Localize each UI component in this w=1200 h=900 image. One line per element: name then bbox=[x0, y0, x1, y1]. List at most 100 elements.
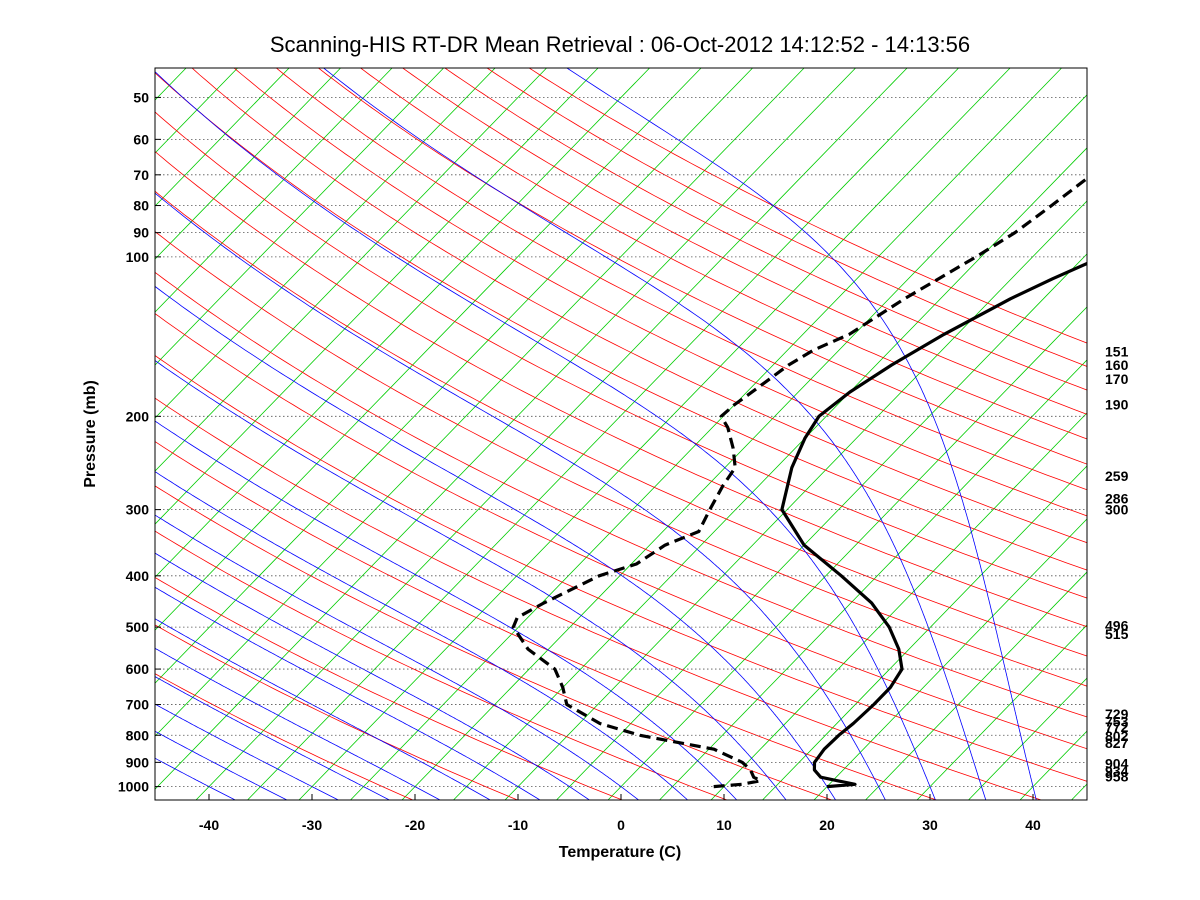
isotherm-line bbox=[710, 412, 1087, 800]
dry-adiabat-line bbox=[155, 624, 518, 800]
right-level-label: 827 bbox=[1105, 735, 1129, 751]
x-tick-label: -30 bbox=[302, 817, 322, 833]
dewpoint-profile-line bbox=[511, 176, 1087, 789]
y-tick-label: 80 bbox=[133, 198, 149, 214]
dry-adiabat-line bbox=[155, 485, 832, 800]
y-tick-label: 100 bbox=[126, 249, 150, 265]
y-tick-label: 70 bbox=[133, 167, 149, 183]
x-tick-label: -10 bbox=[508, 817, 528, 833]
moist-adiabat-line bbox=[155, 192, 886, 800]
right-level-label: 170 bbox=[1105, 371, 1129, 387]
isotherm-line bbox=[298, 68, 1011, 800]
isotherm-line bbox=[762, 465, 1087, 800]
dry-adiabat-line bbox=[155, 441, 937, 800]
dry-adiabat-line bbox=[528, 68, 1087, 344]
isotherm-line bbox=[155, 68, 805, 737]
isotherm-line bbox=[155, 68, 753, 684]
dry-adiabat-line bbox=[155, 355, 1087, 782]
moist-adiabat-line bbox=[155, 618, 491, 800]
moist-adiabat-line bbox=[155, 71, 936, 800]
plot-area bbox=[155, 68, 1087, 800]
dry-adiabat-line bbox=[276, 68, 1087, 491]
isotherm-line bbox=[813, 518, 1087, 800]
moist-adiabat-line bbox=[155, 514, 639, 800]
y-tick-label: 600 bbox=[126, 661, 150, 677]
y-tick-label: 900 bbox=[126, 754, 150, 770]
isotherm-line bbox=[155, 68, 599, 525]
isotherm-line bbox=[155, 68, 496, 419]
right-level-label: 958 bbox=[1105, 769, 1129, 785]
moist-adiabat-line bbox=[155, 552, 590, 800]
moist-adiabat-line bbox=[155, 285, 836, 800]
isotherm-line bbox=[865, 571, 1087, 800]
dry-adiabat-line bbox=[402, 68, 1087, 415]
x-tick-label: -20 bbox=[405, 817, 425, 833]
isotherm-line bbox=[401, 94, 1087, 800]
y-tick-label: 800 bbox=[126, 727, 150, 743]
y-tick-label: 1000 bbox=[118, 779, 149, 795]
pressure-gridlines bbox=[155, 97, 1087, 787]
moist-adiabat-line bbox=[155, 730, 288, 800]
dry-adiabat-line bbox=[155, 271, 1087, 718]
temperature-profile-line bbox=[780, 261, 1087, 789]
isotherm-line bbox=[659, 359, 1087, 800]
right-level-label: 934 bbox=[1105, 763, 1129, 779]
y-tick-label: 400 bbox=[126, 568, 150, 584]
isotherm-line bbox=[155, 68, 341, 260]
right-level-label: 259 bbox=[1105, 468, 1129, 484]
y-tick-label: 700 bbox=[126, 697, 150, 713]
right-level-label: 496 bbox=[1105, 617, 1129, 633]
x-tick-label: 0 bbox=[617, 817, 625, 833]
profile-series bbox=[511, 176, 1087, 789]
dry-adiabat-line bbox=[155, 673, 413, 800]
background-lines bbox=[155, 68, 1087, 800]
chart-title: Scanning-HIS RT-DR Mean Retrieval : 06-O… bbox=[270, 32, 970, 57]
right-level-label: 300 bbox=[1105, 502, 1129, 518]
x-tick-label: 30 bbox=[922, 817, 938, 833]
isotherm-line bbox=[350, 68, 1062, 800]
isotherm-line bbox=[155, 68, 393, 313]
right-level-label: 160 bbox=[1105, 357, 1129, 373]
dry-adiabat-line bbox=[155, 576, 623, 800]
right-level-label: 729 bbox=[1105, 706, 1129, 722]
right-level-label: 151 bbox=[1105, 344, 1129, 360]
right-level-label: 802 bbox=[1105, 728, 1129, 744]
right-level-label: 515 bbox=[1105, 626, 1129, 642]
isotherm-line bbox=[247, 68, 959, 800]
moist-adiabat-line bbox=[155, 676, 390, 800]
dry-adiabat-line bbox=[360, 68, 1087, 440]
moist-adiabat-line bbox=[155, 703, 339, 800]
dry-adiabat-line bbox=[155, 72, 1087, 571]
y-axis-ticks: 50 60 70 80 90 100 200 300 400 500 600 700 800 900 100… bbox=[118, 89, 161, 795]
y-tick-label: 300 bbox=[126, 502, 150, 518]
moist-adiabat-line bbox=[155, 647, 441, 800]
x-tick-label: 20 bbox=[819, 817, 835, 833]
isotherm-line bbox=[504, 200, 1087, 800]
isotherm-line bbox=[155, 68, 702, 631]
x-axis-label: Temperature (C) bbox=[559, 844, 681, 861]
dry-adiabat-line bbox=[155, 397, 1042, 800]
isotherm-line bbox=[916, 624, 1087, 800]
moist-adiabat-line bbox=[155, 420, 738, 800]
right-level-label: 753 bbox=[1105, 713, 1129, 729]
right-level-label: 286 bbox=[1105, 491, 1129, 507]
isotherm-line bbox=[155, 68, 547, 472]
y-tick-label: 60 bbox=[133, 131, 149, 147]
y-tick-label: 200 bbox=[126, 408, 150, 424]
x-tick-label: -40 bbox=[199, 817, 219, 833]
isotherm-line bbox=[607, 306, 1087, 800]
y-tick-label: 50 bbox=[133, 89, 149, 105]
dry-adiabat-line bbox=[191, 68, 1087, 544]
right-level-label: 190 bbox=[1105, 397, 1129, 413]
moist-adiabat-line bbox=[155, 360, 787, 800]
moist-adiabat-line bbox=[566, 68, 1037, 800]
isotherm-line bbox=[155, 68, 444, 366]
moist-adiabat-line bbox=[155, 586, 541, 800]
dry-adiabat-line bbox=[486, 68, 1087, 367]
x-tick-label: 40 bbox=[1025, 817, 1041, 833]
dry-adiabat-line bbox=[155, 190, 1087, 657]
dry-adiabat-line bbox=[155, 530, 728, 800]
x-axis-ticks: -40 -30 -20 -10 0 10 20 30 40 bbox=[199, 794, 1041, 833]
